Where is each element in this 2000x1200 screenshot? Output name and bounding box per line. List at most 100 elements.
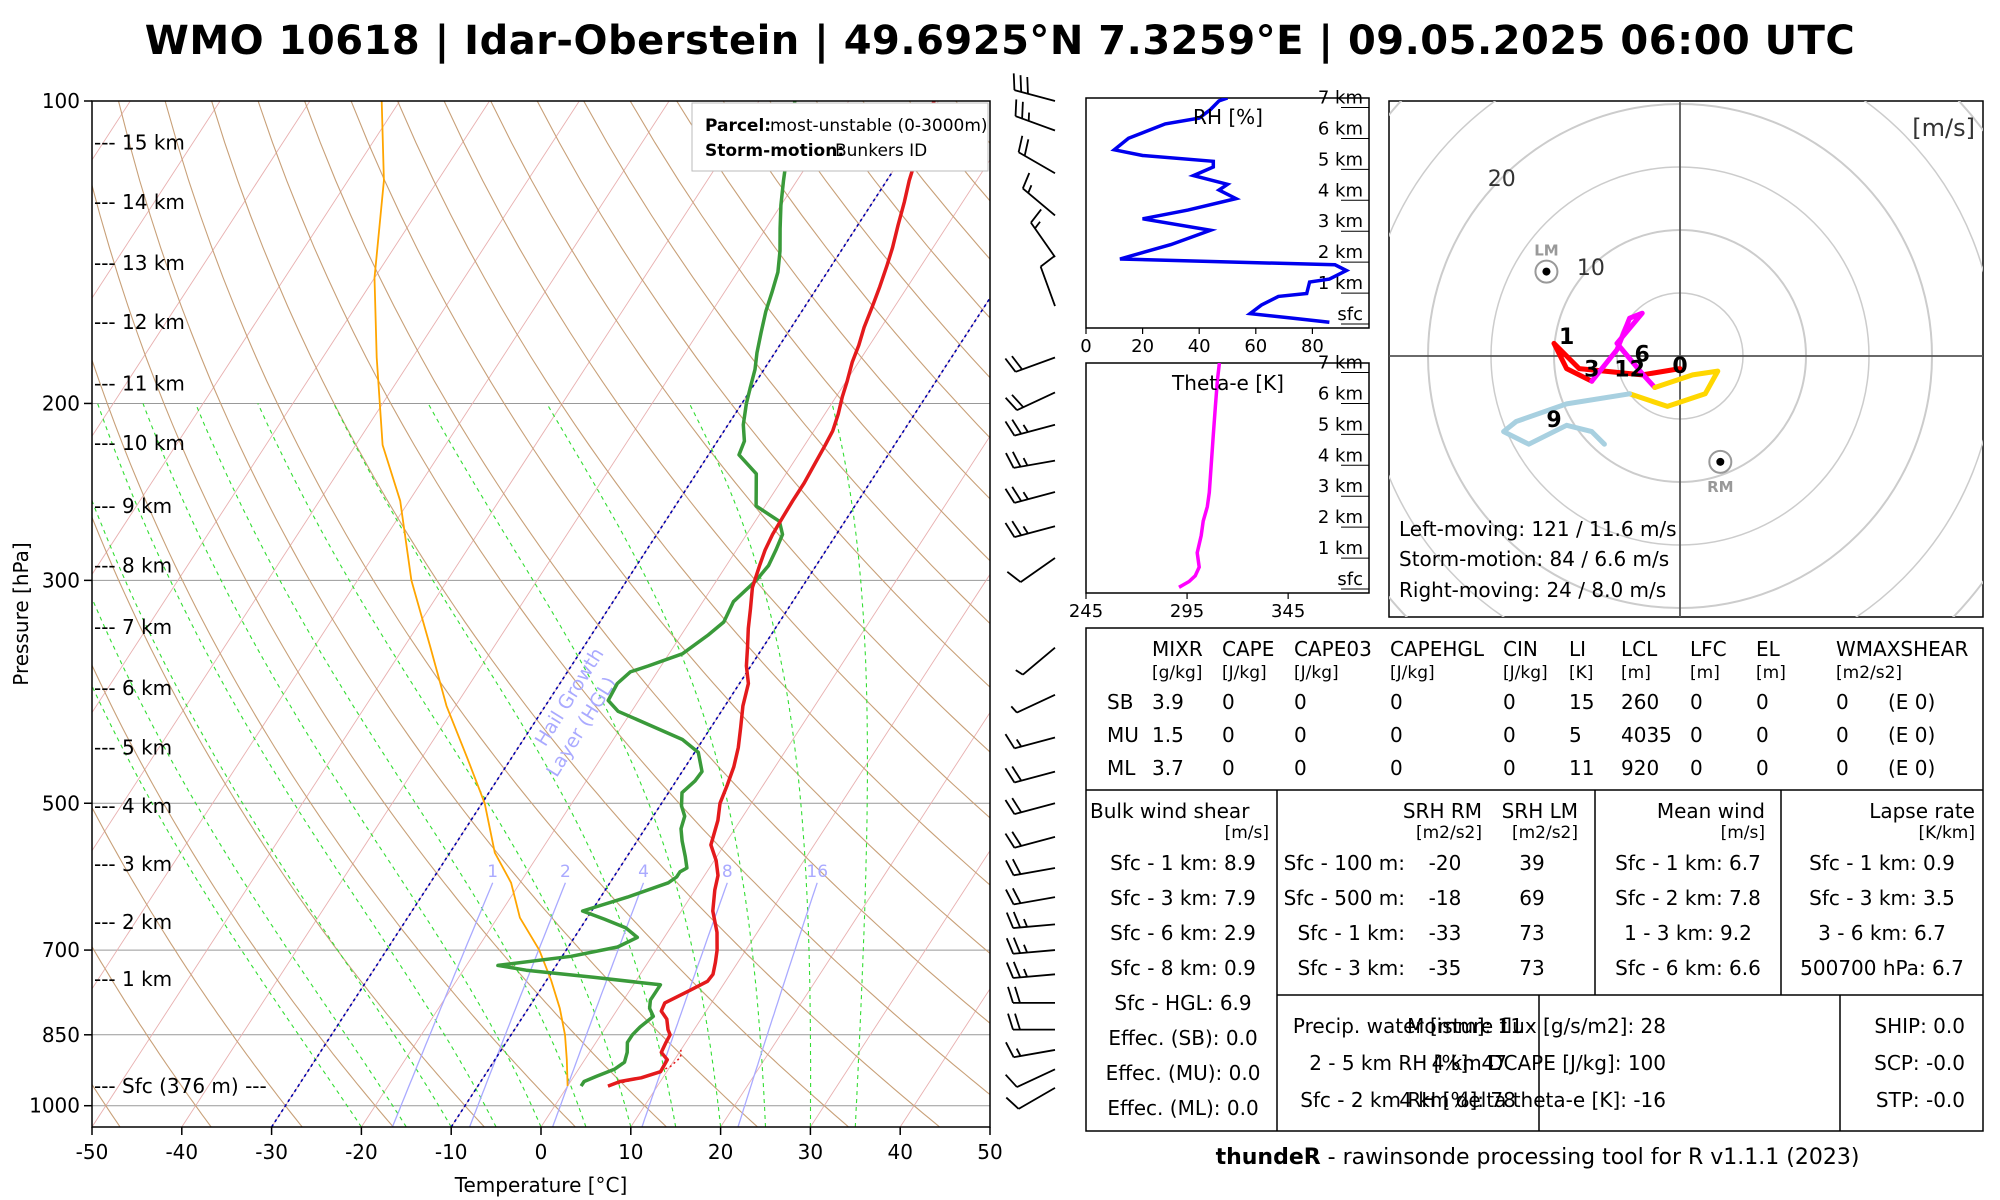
- moist-adiabat: [92, 684, 362, 1127]
- dry-adiabat: [92, 806, 303, 1127]
- moist-adiabat: [142, 403, 542, 1127]
- isotherm-line: [630, 573, 990, 1127]
- param-cell: 3.7: [1152, 756, 1184, 780]
- hodograph-plot: 10 20 30 40 LM RM 13 126 0 9: [1310, 0, 1983, 617]
- thetae-height-ticks: sfc 1 km 2 km 3 km 4 km 5 km 6 km 7 km: [1318, 353, 1369, 590]
- thetae-panel: sfc 1 km 2 km 3 km 4 km 5 km 6 km 7 km Theta-e …: [1069, 353, 1370, 622]
- isotherm-line: [92, 101, 221, 299]
- temperature-profile: [607, 101, 936, 1088]
- param-cell: 0: [1390, 690, 1403, 714]
- small-x-tick-label: 20: [1131, 336, 1154, 357]
- moist-adiabat: [546, 403, 767, 1127]
- composite-row: STP: -0.0: [1876, 1088, 1965, 1112]
- param-unit: [J/kg]: [1294, 663, 1339, 683]
- hodo-storm-marker-dot: [1716, 457, 1725, 466]
- x-tick-label: 50: [977, 1140, 1002, 1164]
- wind-barb: [1005, 1041, 1056, 1059]
- param-row-label: ML: [1107, 756, 1136, 780]
- small-x-tick-label: 40: [1188, 336, 1211, 357]
- wind-barb: [1004, 831, 1056, 849]
- dry-adiabat: [443, 101, 990, 819]
- param-header: LI: [1569, 637, 1586, 661]
- wind-barb: [1004, 733, 1056, 750]
- skewt-profiles: [373, 101, 936, 1088]
- param-unit: [K]: [1569, 663, 1593, 683]
- param-cell: 0: [1756, 723, 1769, 747]
- pressure-tick-label: 850: [42, 1023, 80, 1047]
- moist-adiabat: [831, 403, 868, 1127]
- isotherm-line: [810, 849, 990, 1127]
- wind-barb: [1005, 451, 1056, 469]
- height-label: --- 2 km: [94, 910, 172, 934]
- hodo-legend-storm: Storm-motion: 84 / 6.6 m/s: [1399, 547, 1669, 571]
- param-cell: (E 0): [1888, 690, 1935, 714]
- hodo-height-number: 0: [1672, 354, 1687, 379]
- hodo-ring-label: 40: [1310, 0, 1338, 14]
- isotherm-line: [181, 101, 850, 1127]
- hodo-ring-label: 10: [1577, 256, 1605, 281]
- lapse-rate-row: Sfc - 3 km: 3.5: [1809, 886, 1955, 910]
- hodograph-unit: [m/s]: [1912, 114, 1975, 142]
- hodo-height-number: 12: [1614, 358, 1645, 383]
- height-label: --- 13 km: [94, 251, 185, 275]
- mixing-ratio-label: 8: [722, 862, 733, 882]
- rh-profile: [1110, 98, 1351, 325]
- small-height-label: sfc: [1337, 304, 1363, 325]
- skewt-axes: -50 -40 -30 -20 -10 0 10 20 30 40 50 100 200 300 500 70…: [29, 89, 1003, 1164]
- param-cell: 3.9: [1152, 690, 1184, 714]
- mixing-ratio-line: [391, 882, 494, 1127]
- page-title: WMO 10618 | Idar-Oberstein | 49.6925°N 7…: [144, 18, 1856, 64]
- small-height-label: 1 km: [1318, 538, 1363, 559]
- param-cell: 0: [1222, 723, 1235, 747]
- bulk-shear-row: Sfc - 3 km: 7.9: [1110, 886, 1256, 910]
- isotherm-line: [92, 101, 670, 990]
- skewt-xlabel: Temperature [°C]: [454, 1173, 628, 1197]
- mean-wind-row: Sfc - 6 km: 6.6: [1615, 956, 1761, 980]
- bulk-shear-title: Bulk wind shear: [1090, 799, 1250, 823]
- footer-tool: thundeR: [1215, 1145, 1321, 1170]
- param-cell: 0: [1390, 756, 1403, 780]
- bulk-shear-row: Effec. (MU): 0.0: [1106, 1061, 1261, 1085]
- small-height-label: 5 km: [1318, 149, 1363, 170]
- legend-parcel-value: most-unstable (0-3000m): [770, 116, 988, 136]
- param-cell: (E 0): [1888, 723, 1935, 747]
- hodo-height-number: 6: [1635, 342, 1650, 367]
- srh-lm-value: 39: [1519, 851, 1544, 875]
- pressure-tick-label: 100: [42, 89, 80, 113]
- isotherm-line: [92, 101, 580, 852]
- srh-rm-value: -20: [1429, 851, 1462, 875]
- param-cell: 0: [1836, 756, 1849, 780]
- dry-adiabat: [350, 101, 990, 955]
- isotherm-line: [540, 435, 990, 1127]
- param-header: CIN: [1503, 637, 1538, 661]
- mixing-ratio-label: 16: [806, 862, 828, 882]
- param-cell: 5: [1569, 723, 1582, 747]
- x-tick-label: 0: [535, 1140, 548, 1164]
- mixing-ratio-line: [468, 882, 567, 1127]
- param-header: CAPEHGL: [1390, 637, 1485, 661]
- hodo-segment: [1589, 310, 1658, 390]
- wind-barb: [1017, 135, 1056, 175]
- height-label: --- 4 km: [94, 794, 172, 818]
- dry-adiabat: [304, 101, 990, 1024]
- moist-adiabat: [97, 403, 497, 1127]
- dry-adiabat: [92, 358, 576, 1127]
- hodo-height-number: 1: [1559, 325, 1574, 350]
- srh-rm-value: -33: [1429, 921, 1462, 945]
- moist-adiabat: [333, 403, 677, 1127]
- hodo-marker-label: LM: [1534, 242, 1559, 260]
- small-x-tick-label: 245: [1069, 601, 1103, 622]
- param-cell: 0: [1503, 723, 1516, 747]
- x-tick-label: 20: [708, 1140, 733, 1164]
- small-height-label: 4 km: [1318, 445, 1363, 466]
- x-tick-label: -20: [345, 1140, 378, 1164]
- hodo-storm-marker: [1708, 449, 1733, 474]
- dry-adiabat: [536, 101, 990, 688]
- param-cell: 0: [1756, 690, 1769, 714]
- hodo-storm-marker: [1534, 259, 1559, 284]
- hodo-segment: [1501, 391, 1633, 447]
- moist-adiabat: [688, 403, 812, 1127]
- small-x-tick-label: 345: [1271, 601, 1305, 622]
- srh-rm-header: SRH RM: [1403, 799, 1482, 823]
- param-header: EL: [1756, 637, 1781, 661]
